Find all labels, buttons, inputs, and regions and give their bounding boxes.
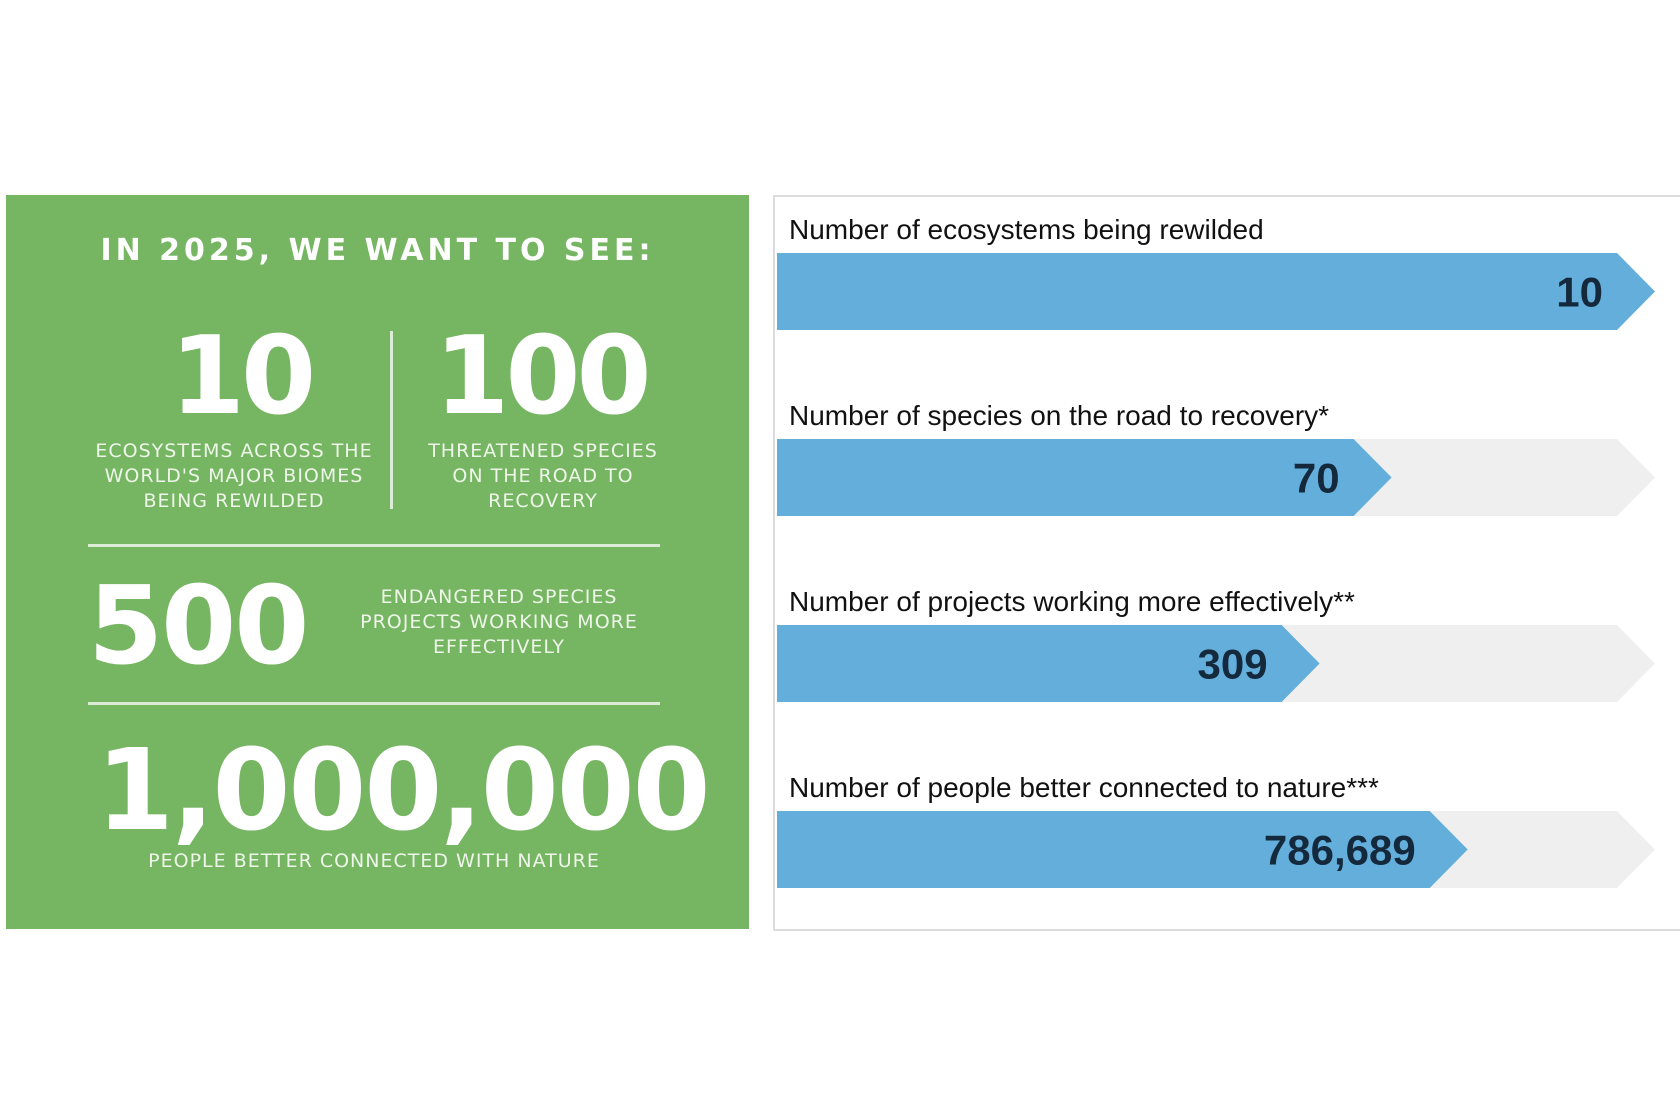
bar	[777, 811, 1468, 888]
bar-label: Number of ecosystems being rewilded	[789, 214, 1264, 245]
bar	[777, 439, 1392, 516]
bar-value-label: 786,689	[1264, 827, 1416, 874]
goal-people-value: 1,000,000	[96, 726, 711, 856]
goal-projects-value: 500	[88, 564, 309, 689]
goal-ecosystems-value: 10	[169, 314, 316, 439]
bar-value-label: 309	[1198, 641, 1268, 688]
goal-people-caption: PEOPLE BETTER CONNECTED WITH NATURE	[148, 850, 600, 872]
goal-species-caption: THREATENED SPECIES ON THE ROAD TO RECOVE…	[428, 440, 658, 512]
goal-ecosystems-caption: ECOSYSTEMS ACROSS THE WORLD'S MAJOR BIOM…	[95, 440, 373, 512]
bar	[777, 253, 1655, 330]
bar-value-label: 10	[1556, 269, 1603, 316]
goals-divider-1	[88, 544, 660, 547]
goals-panel: IN 2025, WE WANT TO SEE: 10 ECOSYSTEMS A…	[6, 195, 749, 929]
bar-label: Number of species on the road to recover…	[789, 400, 1329, 431]
goals-vertical-divider	[390, 331, 393, 509]
bar-label: Number of projects working more effectiv…	[789, 586, 1355, 617]
goal-projects-caption: ENDANGERED SPECIES PROJECTS WORKING MORE…	[360, 586, 638, 658]
goal-species-value: 100	[434, 314, 651, 439]
progress-chart-panel: Number of ecosystems being rewilded 10 Num…	[773, 195, 1680, 931]
progress-chart: Number of ecosystems being rewilded 10 Num…	[777, 214, 1655, 888]
goals-heading: IN 2025, WE WANT TO SEE:	[100, 233, 655, 268]
goals-divider-2	[88, 702, 660, 705]
bar	[777, 625, 1320, 702]
bar-value-label: 70	[1293, 455, 1340, 502]
bar-label: Number of people better connected to nat…	[789, 772, 1379, 803]
